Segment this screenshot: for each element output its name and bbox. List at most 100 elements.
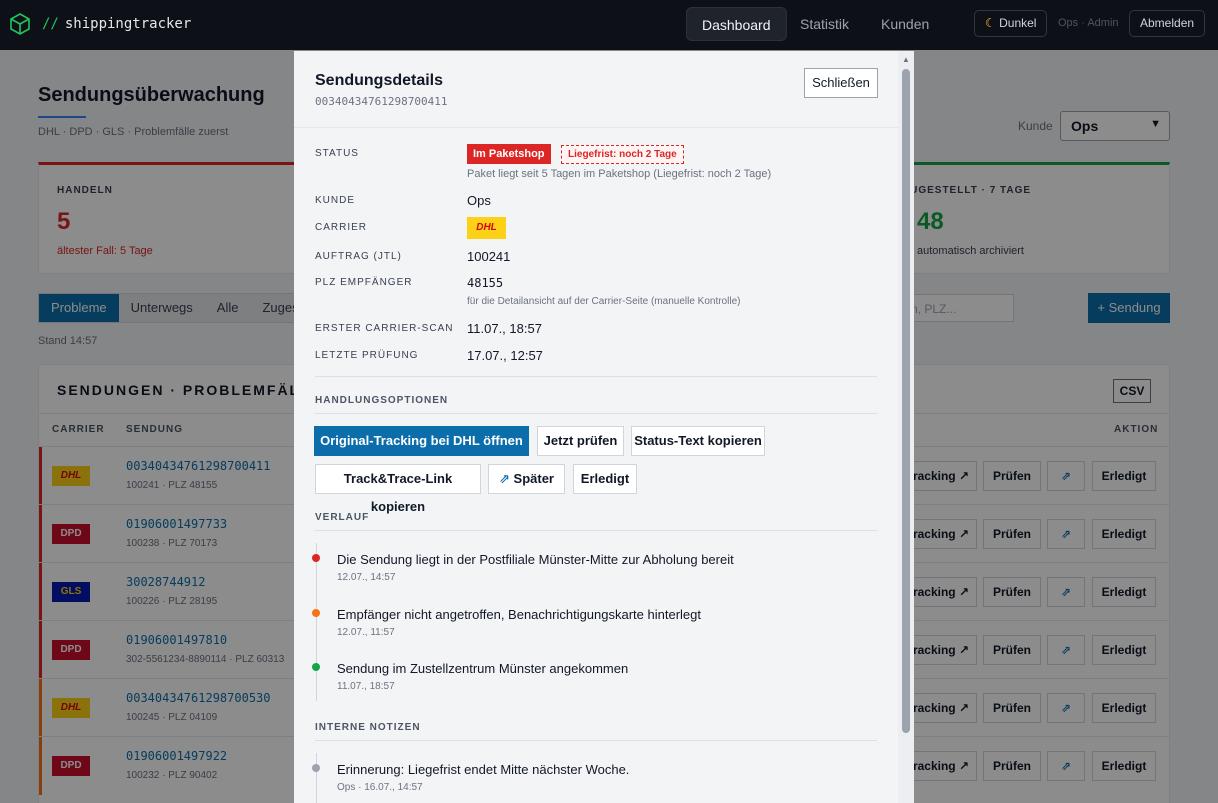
column-header-carrier: CARRIER xyxy=(52,424,105,435)
card-handeln: HANDELN 5 ältester Fall: 5 Tage xyxy=(38,162,308,274)
modal-scrollbar[interactable]: ▲ xyxy=(898,51,914,803)
tracking-button[interactable]: racking ↗ xyxy=(905,461,977,491)
tracking-button[interactable]: racking ↗ xyxy=(905,751,977,781)
search-input[interactable]: n, PLZ... xyxy=(900,294,1014,322)
first-scan-value: 11.07., 18:57 xyxy=(467,321,542,336)
nav-dashboard[interactable]: Dashboard xyxy=(686,7,787,41)
carrier-badge-dhl: DHL xyxy=(52,466,90,486)
scrollbar-thumb[interactable] xyxy=(902,69,910,733)
table-title: SENDUNGEN · PROBLEMFÄLLE xyxy=(57,382,322,398)
timeline-line xyxy=(316,753,317,803)
column-header-sendung: SENDUNG xyxy=(126,424,184,435)
open-carrier-tracking-button[interactable]: Original-Tracking bei DHL öffnen ↗ xyxy=(314,426,529,476)
later-icon[interactable]: ⇗ xyxy=(1047,693,1085,723)
divider xyxy=(315,530,877,531)
tracking-code-link[interactable]: 01906001497922 xyxy=(126,749,228,763)
nav-kunden[interactable]: Kunden xyxy=(881,16,930,32)
history-title: VERLAUF xyxy=(315,512,370,523)
row-meta: 100241 · PLZ 48155 xyxy=(126,480,218,491)
page-title: Sendungsüberwachung xyxy=(38,84,265,106)
nav-statistik[interactable]: Statistik xyxy=(800,16,850,32)
timeline-line xyxy=(316,543,317,701)
row-accent xyxy=(39,737,42,795)
check-button[interactable]: Prüfen xyxy=(983,751,1041,781)
modal-title: Sendungsdetails xyxy=(315,72,444,89)
check-now-button[interactable]: Jetzt prüfen xyxy=(537,426,624,456)
tab-probleme[interactable]: Probleme xyxy=(39,294,119,322)
auftrag-value: 100241 xyxy=(467,249,511,264)
tab-unterwegs[interactable]: Unterwegs xyxy=(130,300,193,315)
carrier-badge-dhl: DHL xyxy=(52,698,90,718)
tracking-button[interactable]: racking ↗ xyxy=(905,577,977,607)
theme-label: Dunkel xyxy=(999,16,1037,30)
copy-status-button[interactable]: Status-Text kopieren xyxy=(631,426,765,456)
column-header-aktion: AKTION xyxy=(1114,424,1159,435)
plz-value: 48155 xyxy=(467,276,504,290)
check-button[interactable]: Prüfen xyxy=(983,461,1041,491)
chevron-down-icon: ▼ xyxy=(1150,118,1161,130)
moon-icon: ☾ xyxy=(985,16,996,30)
row-meta: 100245 · PLZ 04109 xyxy=(126,712,218,723)
kunde-label: KUNDE xyxy=(315,195,356,206)
done-button[interactable]: Erledigt xyxy=(573,464,637,494)
actions-title: HANDLUNGSOPTIONEN xyxy=(315,395,449,406)
history-event-text: Sendung im Zustellzentrum Münster angeko… xyxy=(337,661,629,676)
row-accent xyxy=(39,447,42,505)
tracking-code-link[interactable]: 30028744912 xyxy=(126,575,206,589)
check-button[interactable]: Prüfen xyxy=(983,519,1041,549)
history-event-time: 12.07., 14:57 xyxy=(337,572,396,583)
table-row[interactable]: DHL 00340434761298700411 100241 · PLZ 48… xyxy=(39,446,1169,505)
done-button[interactable]: Erledigt xyxy=(1092,751,1156,781)
tab-alle[interactable]: Alle xyxy=(216,300,239,315)
tracking-code-link[interactable]: 01906001497733 xyxy=(126,517,228,531)
timeline-dot xyxy=(312,663,320,671)
card-handeln-label: HANDELN xyxy=(57,185,113,196)
copy-link-button[interactable]: Track&Trace-Link kopieren xyxy=(315,464,481,514)
tracking-code-link[interactable]: 00340434761298700530 xyxy=(126,691,271,705)
carrier-badge-dpd: DPD xyxy=(52,640,90,660)
tracking-button[interactable]: racking ↗ xyxy=(905,635,977,665)
done-button[interactable]: Erledigt xyxy=(1092,519,1156,549)
csv-export-button[interactable]: CSV xyxy=(1113,379,1151,403)
last-check-value: 17.07., 12:57 xyxy=(467,348,543,363)
scroll-up-icon[interactable]: ▲ xyxy=(902,55,910,64)
check-button[interactable]: Prüfen xyxy=(983,577,1041,607)
check-button[interactable]: Prüfen xyxy=(983,635,1041,665)
done-button[interactable]: Erledigt xyxy=(1092,461,1156,491)
tracking-code-link[interactable]: 00340434761298700411 xyxy=(126,459,271,473)
later-button[interactable]: ⇗ Später xyxy=(488,464,565,494)
later-icon[interactable]: ⇗ xyxy=(1047,635,1085,665)
tracking-code-link[interactable]: 01906001497810 xyxy=(126,633,228,647)
brand-name: shippingtracker xyxy=(64,16,192,32)
card-zugestellt: ZUGESTELLT · 7 TAGE 48 automatisch archi… xyxy=(896,162,1170,274)
deadline-badge: Liegefrist: noch 2 Tage xyxy=(561,145,684,164)
brand[interactable]: // shippingtracker xyxy=(42,16,191,32)
done-button[interactable]: Erledigt xyxy=(1092,693,1156,723)
plz-note: für die Detailansicht auf der Carrier-Se… xyxy=(467,296,741,307)
later-icon[interactable]: ⇗ xyxy=(1047,519,1085,549)
kunde-select[interactable]: Ops ▼ xyxy=(1060,111,1170,141)
row-meta: 302-5561234-8890114 · PLZ 60313 xyxy=(126,654,285,665)
later-icon[interactable]: ⇗ xyxy=(1047,461,1085,491)
check-button[interactable]: Prüfen xyxy=(983,693,1041,723)
close-button[interactable]: Schließen xyxy=(804,68,878,98)
notes-title: INTERNE NOTIZEN xyxy=(315,722,421,733)
theme-toggle-button[interactable]: ☾ Dunkel xyxy=(974,10,1048,37)
row-accent xyxy=(39,505,42,563)
logout-button[interactable]: Abmelden xyxy=(1129,10,1206,37)
modal-tracking-code: 00340434761298700411 xyxy=(315,95,448,108)
top-bar: // shippingtracker Dashboard Statistik Ku… xyxy=(0,0,1218,50)
done-button[interactable]: Erledigt xyxy=(1092,577,1156,607)
first-scan-label: ERSTER CARRIER-SCAN xyxy=(315,323,454,334)
later-icon[interactable]: ⇗ xyxy=(1047,751,1085,781)
add-shipment-button[interactable]: + Sendung xyxy=(1088,293,1170,323)
timeline-dot xyxy=(312,764,320,772)
done-button[interactable]: Erledigt xyxy=(1092,635,1156,665)
later-icon[interactable]: ⇗ xyxy=(1047,577,1085,607)
note-meta: Ops · 16.07., 14:57 xyxy=(337,782,423,793)
tab-zugestellt[interactable]: Zugest xyxy=(262,300,303,315)
history-event-time: 12.07., 11:57 xyxy=(337,627,395,638)
status-note: Paket liegt seit 5 Tagen im Paketshop (L… xyxy=(467,168,772,180)
snooze-icon: ⇗ xyxy=(499,471,510,486)
card-handeln-value: 5 xyxy=(57,208,71,235)
